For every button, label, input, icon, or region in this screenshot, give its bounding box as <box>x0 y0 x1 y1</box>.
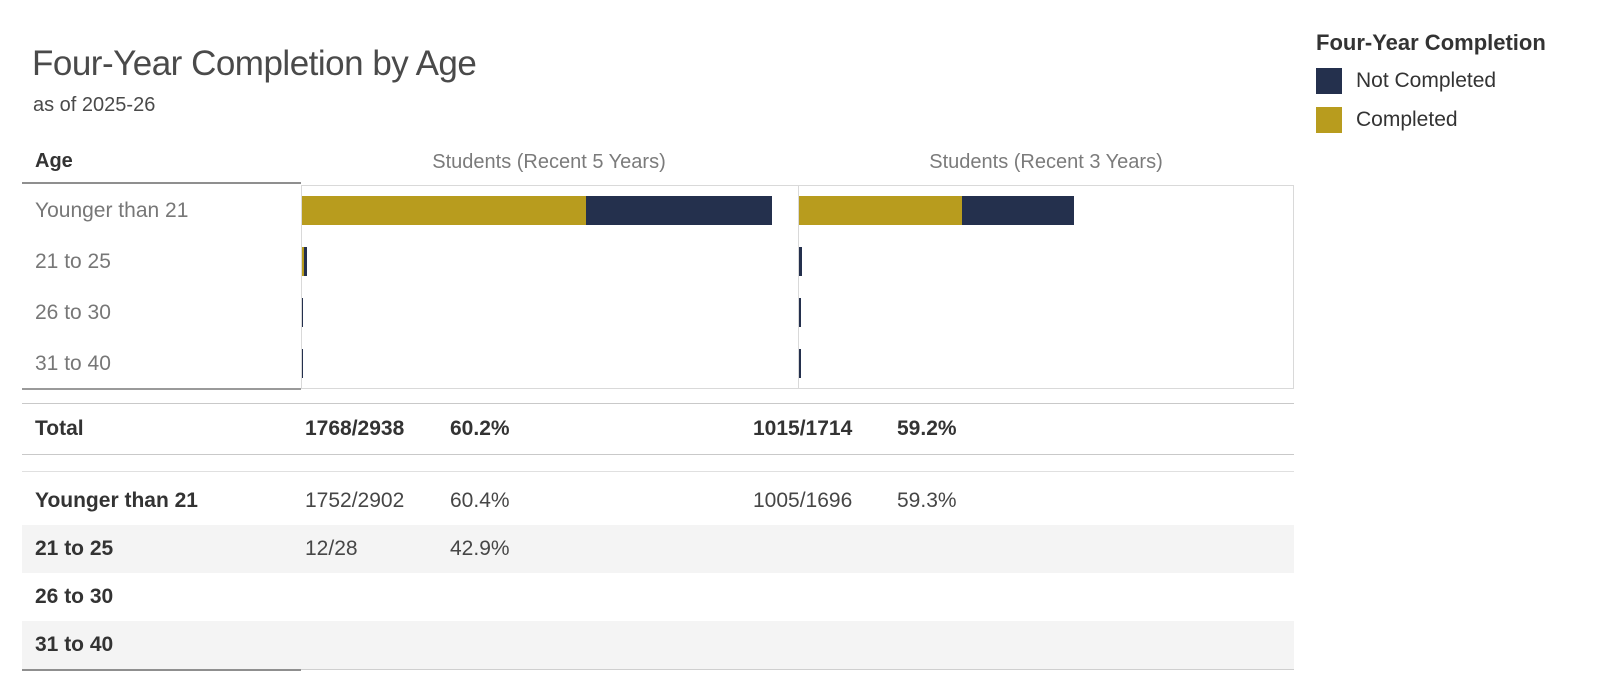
chart-row-label: 31 to 40 <box>35 352 111 375</box>
row-label: 21 to 25 <box>35 537 114 560</box>
column-header-age: Age <box>35 150 73 172</box>
legend-title: Four-Year Completion <box>1316 30 1546 55</box>
row-cell: 1752/2902 <box>305 489 405 512</box>
bar-segment-not-completed[interactable] <box>962 196 1074 225</box>
bar-segment-not-completed[interactable] <box>304 247 307 276</box>
chart-row-label: 21 to 25 <box>35 250 111 273</box>
bar-segment-completed[interactable] <box>302 247 304 276</box>
legend-item-completed[interactable]: Completed <box>1316 107 1586 133</box>
chart-pane-recent-5-years <box>302 185 798 389</box>
page-title: Four-Year Completion by Age <box>32 44 477 83</box>
row-label: Younger than 21 <box>35 489 198 512</box>
table-bottom-border-left <box>22 669 301 671</box>
row-cell: 42.9% <box>450 537 510 560</box>
row-cell: 12/28 <box>305 537 358 560</box>
row-stripe <box>22 525 1294 573</box>
panel-title-recent-5-years: Students (Recent 5 Years) <box>432 151 666 173</box>
total-cell-count-3yr: 1015/1714 <box>753 417 853 440</box>
bar-segment-not-completed[interactable] <box>586 196 772 225</box>
chart-row-label: 26 to 30 <box>35 301 111 324</box>
legend-label: Completed <box>1356 108 1458 131</box>
row-stripe <box>22 573 1294 621</box>
table-row: 31 to 40 <box>0 621 1294 669</box>
bar-segment-not-completed[interactable] <box>302 349 303 378</box>
legend-swatch <box>1316 68 1342 94</box>
pane-divider <box>798 185 799 389</box>
row-stripe <box>22 477 1294 525</box>
legend-item-not-completed[interactable]: Not Completed <box>1316 68 1586 94</box>
total-cell-pct-5yr: 60.2% <box>450 417 510 440</box>
row-cell: 60.4% <box>450 489 510 512</box>
table-row: 21 to 25 12/28 42.9% <box>0 525 1294 573</box>
legend-swatch <box>1316 107 1342 133</box>
row-stripe <box>22 621 1294 669</box>
chart-bottom-border <box>22 388 301 390</box>
total-cell-count-5yr: 1768/2938 <box>305 417 405 440</box>
table-separator <box>22 471 1294 472</box>
total-band <box>22 403 1294 455</box>
bar-segment-not-completed[interactable] <box>302 298 303 327</box>
row-cell: 59.3% <box>897 489 957 512</box>
bar-segment-not-completed[interactable] <box>799 349 801 378</box>
legend: Four-Year Completion Not Completed Comple… <box>1316 30 1586 146</box>
header-underline <box>22 182 301 184</box>
table-bottom-border-right <box>301 669 1294 670</box>
bar-segment-completed[interactable] <box>799 196 962 225</box>
bar-segment-not-completed[interactable] <box>799 298 801 327</box>
chart-pane-recent-3-years <box>799 185 1295 389</box>
total-row-label: Total <box>35 417 84 440</box>
bar-segment-not-completed[interactable] <box>799 247 802 276</box>
total-cell-pct-3yr: 59.2% <box>897 417 957 440</box>
chart-row-label: Younger than 21 <box>35 199 189 222</box>
table-row: 26 to 30 <box>0 573 1294 621</box>
page-subtitle: as of 2025-26 <box>33 94 156 116</box>
panel-title-recent-3-years: Students (Recent 3 Years) <box>929 151 1163 173</box>
row-label: 26 to 30 <box>35 585 114 608</box>
bar-segment-completed[interactable] <box>302 196 586 225</box>
table-row: Younger than 21 1752/2902 60.4% 1005/1696 59… <box>0 477 1294 525</box>
legend-label: Not Completed <box>1356 69 1497 92</box>
row-label: 31 to 40 <box>35 633 114 656</box>
row-cell: 1005/1696 <box>753 489 853 512</box>
